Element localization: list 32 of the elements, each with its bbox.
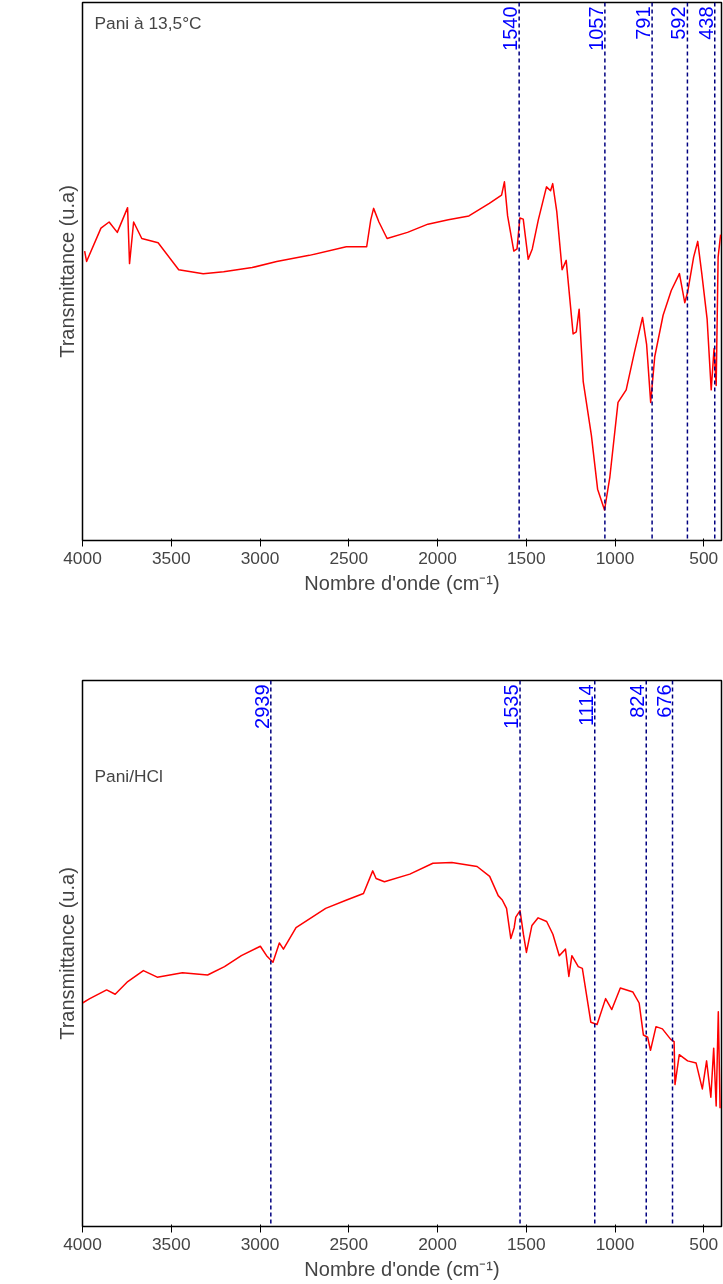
ref-line-label: 1057 — [584, 6, 607, 51]
ref-line-label: 676 — [652, 684, 675, 718]
x-tick-label: 4000 — [63, 547, 102, 568]
x-tick-label: 1000 — [595, 1233, 635, 1254]
x-tick-label: 500 — [689, 1233, 719, 1254]
x-tick-label: 500 — [689, 547, 719, 568]
x-tick-label: 3500 — [151, 1233, 191, 1254]
ref-line-label: 1540 — [499, 6, 522, 51]
text: Pani à 13,5°C — [94, 12, 202, 33]
x-tick-label: 1000 — [595, 547, 635, 568]
x-tick-label: 3500 — [151, 547, 191, 568]
y-axis-title: Transmittance (u.a) — [55, 867, 78, 1040]
x-axis-title: Nombre d'onde (cm⁻¹) — [304, 1257, 500, 1280]
x-tick-label: 2000 — [418, 547, 457, 568]
ref-line-label: 2939 — [250, 684, 273, 729]
ref-line-label: 1535 — [500, 684, 523, 729]
x-tick-label: 1500 — [506, 547, 546, 568]
x-tick-label: 3000 — [240, 1233, 280, 1254]
ref-line-label: 592 — [667, 6, 690, 40]
x-tick-label: 4000 — [63, 1233, 102, 1254]
x-tick-label: 3000 — [240, 547, 280, 568]
ref-line-label: 1114 — [574, 684, 597, 727]
ref-line-label: 438 — [694, 6, 717, 40]
ref-line-label: 791 — [632, 6, 655, 40]
x-tick-label: 2500 — [329, 547, 369, 568]
x-tick-label: 1500 — [506, 1233, 546, 1254]
x-tick-label: 2000 — [418, 1233, 457, 1254]
ref-line-label: 824 — [626, 684, 649, 718]
x-tick-label: 2500 — [329, 1233, 369, 1254]
text: Pani/HCl — [94, 765, 163, 786]
x-axis-title: Nombre d'onde (cm⁻¹) — [304, 571, 500, 594]
y-axis-title: Transmittance (u.a) — [55, 185, 78, 358]
